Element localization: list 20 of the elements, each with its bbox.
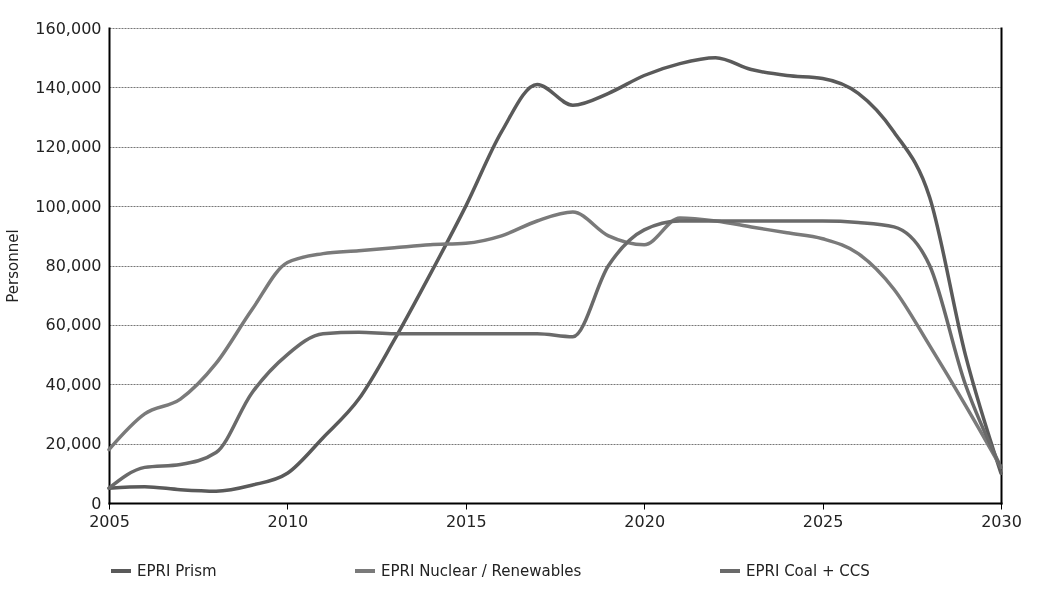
x-tick-label: 2020 <box>624 511 666 531</box>
x-tick-label: 2015 <box>445 511 487 531</box>
x-tick-label: 2025 <box>802 511 844 531</box>
y-tick-label: 20,000 <box>45 434 102 454</box>
legend-label: EPRI Prism <box>137 562 217 580</box>
y-axis-title: Personnel <box>4 229 23 303</box>
line-series <box>107 55 1003 493</box>
x-tick-label: 2010 <box>267 511 309 531</box>
x-tick-label: 2005 <box>89 511 130 531</box>
y-tick-label: 140,000 <box>35 77 102 97</box>
y-tick-label: 120,000 <box>35 137 102 157</box>
y-tick-label: 60,000 <box>45 315 102 335</box>
y-tick-label: 80,000 <box>45 256 102 275</box>
y-tick-label: 0 <box>91 493 102 513</box>
legend-label: EPRI Nuclear / Renewables <box>381 562 582 580</box>
y-tick-label: 40,000 <box>45 374 102 394</box>
y-tick-label: 160,000 <box>35 18 102 38</box>
legend-label: EPRI Coal + CCS <box>746 562 870 580</box>
x-tick-label: 2030 <box>981 511 1022 531</box>
y-tick-label: 100,000 <box>35 196 102 216</box>
